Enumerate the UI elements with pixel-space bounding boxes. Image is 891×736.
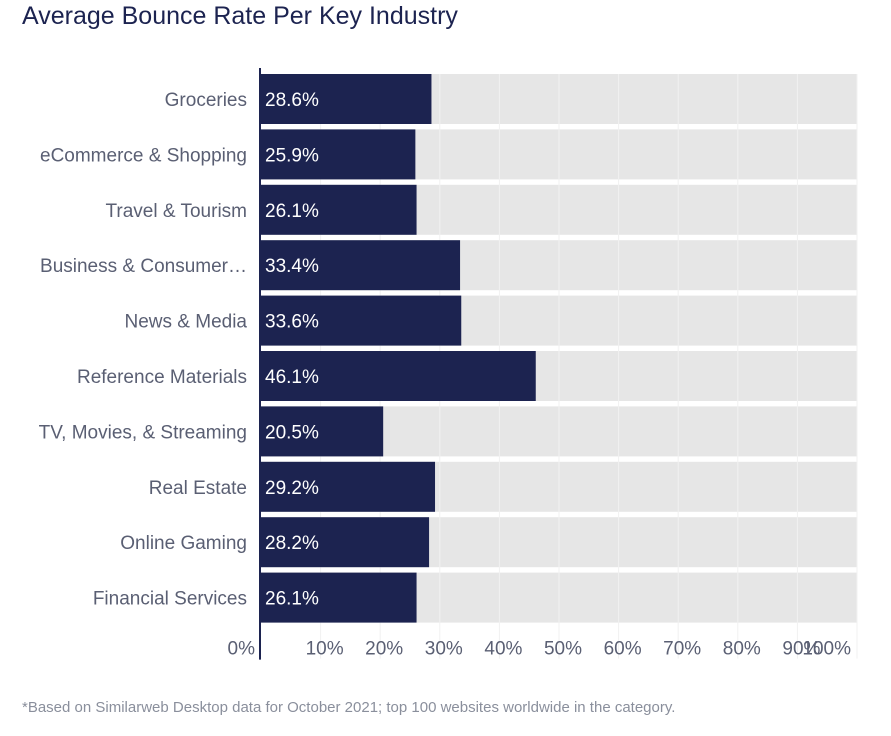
category-label: Financial Services (93, 589, 247, 610)
bar-value-label: 20.5% (265, 422, 319, 443)
bar[interactable] (261, 351, 536, 401)
category-label: TV, Movies, & Streaming (39, 422, 247, 443)
chart-title: Average Bounce Rate Per Key Industry (22, 2, 458, 30)
bar-value-label: 28.2% (265, 533, 319, 554)
bar[interactable] (261, 517, 430, 568)
bar-value-label: 26.1% (265, 589, 319, 610)
bar[interactable] (261, 295, 462, 346)
x-tick-label: 30% (425, 639, 463, 660)
category-label: Reference Materials (77, 367, 247, 388)
bar-value-label: 25.9% (265, 145, 319, 166)
x-tick-label: 60% (604, 639, 642, 660)
bar-value-label: 28.6% (265, 90, 319, 111)
x-tick-label: 50% (544, 639, 582, 660)
bar[interactable] (261, 406, 384, 457)
x-tick-label: 100% (802, 639, 851, 660)
bar[interactable] (261, 461, 436, 512)
bar[interactable] (261, 129, 416, 180)
bar-value-label: 33.4% (265, 256, 319, 277)
x-tick-label: 10% (306, 639, 344, 660)
x-tick-label: 90% (782, 639, 820, 660)
category-label: Business & Consumer… (40, 256, 247, 277)
bar[interactable] (261, 74, 432, 124)
category-label: Travel & Tourism (106, 201, 247, 222)
bars (261, 74, 536, 623)
category-label: Real Estate (149, 478, 247, 499)
category-label: Groceries (165, 90, 247, 111)
x-tick-label: 40% (484, 639, 522, 660)
bar[interactable] (261, 184, 417, 235)
category-label: eCommerce & Shopping (40, 145, 247, 166)
category-labels: Groceries eCommerce & Shopping Travel & To… (39, 90, 248, 610)
x-tick-label: 80% (723, 639, 761, 660)
bar-value-label: 26.1% (265, 201, 319, 222)
value-labels: 28.6% 25.9% 26.1% 33.4% 33.6% 46.1% 20.5% 29.2%… (265, 90, 319, 610)
bar-value-label: 46.1% (265, 367, 319, 388)
bar[interactable] (261, 240, 461, 291)
footnote: *Based on Similarweb Desktop data for Oc… (22, 699, 676, 716)
x-axis-ticks: 0% 10% 20% 30% 40% 50% 60% 70% 80% 90%100% (228, 639, 852, 660)
x-tick-label: 70% (663, 639, 701, 660)
x-tick-label: 0% (228, 639, 256, 660)
x-tick-label: 20% (365, 639, 403, 660)
category-label: Online Gaming (120, 533, 247, 554)
bar[interactable] (261, 572, 417, 623)
bar-value-label: 29.2% (265, 478, 319, 499)
category-label: News & Media (125, 312, 248, 333)
bar-value-label: 33.6% (265, 312, 319, 333)
